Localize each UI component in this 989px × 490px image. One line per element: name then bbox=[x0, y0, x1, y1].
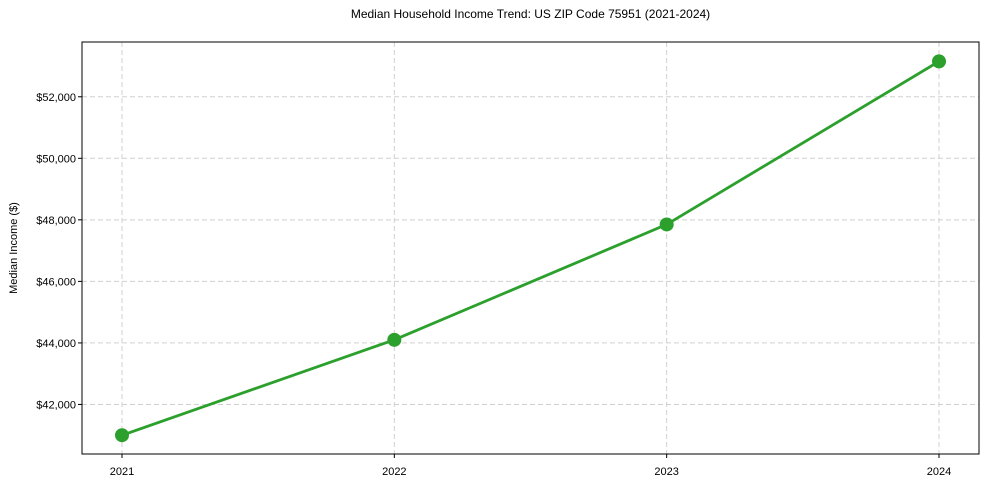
y-tick-label: $48,000 bbox=[36, 215, 76, 227]
x-tick-label: 2023 bbox=[654, 466, 678, 478]
data-point-2022 bbox=[387, 332, 402, 347]
y-tick-label: $46,000 bbox=[36, 276, 76, 288]
y-tick-label: $50,000 bbox=[36, 153, 76, 165]
y-tick-label: $52,000 bbox=[36, 92, 76, 104]
data-point-2021 bbox=[115, 428, 129, 443]
income-line-series bbox=[120, 59, 941, 437]
data-point-2023 bbox=[659, 217, 674, 232]
data-point-2024 bbox=[932, 54, 946, 69]
x-tick-label: 2021 bbox=[110, 466, 134, 478]
y-tick-label: $42,000 bbox=[36, 399, 76, 411]
x-tick-label: 2022 bbox=[382, 466, 406, 478]
chart-title: Median Household Income Trend: US ZIP Co… bbox=[350, 7, 711, 21]
y-axis-label: Median Income ($) bbox=[8, 202, 20, 294]
y-tick-label: $44,000 bbox=[36, 338, 76, 350]
plot-frame bbox=[81, 41, 980, 455]
x-tick-label: 2024 bbox=[927, 466, 951, 478]
